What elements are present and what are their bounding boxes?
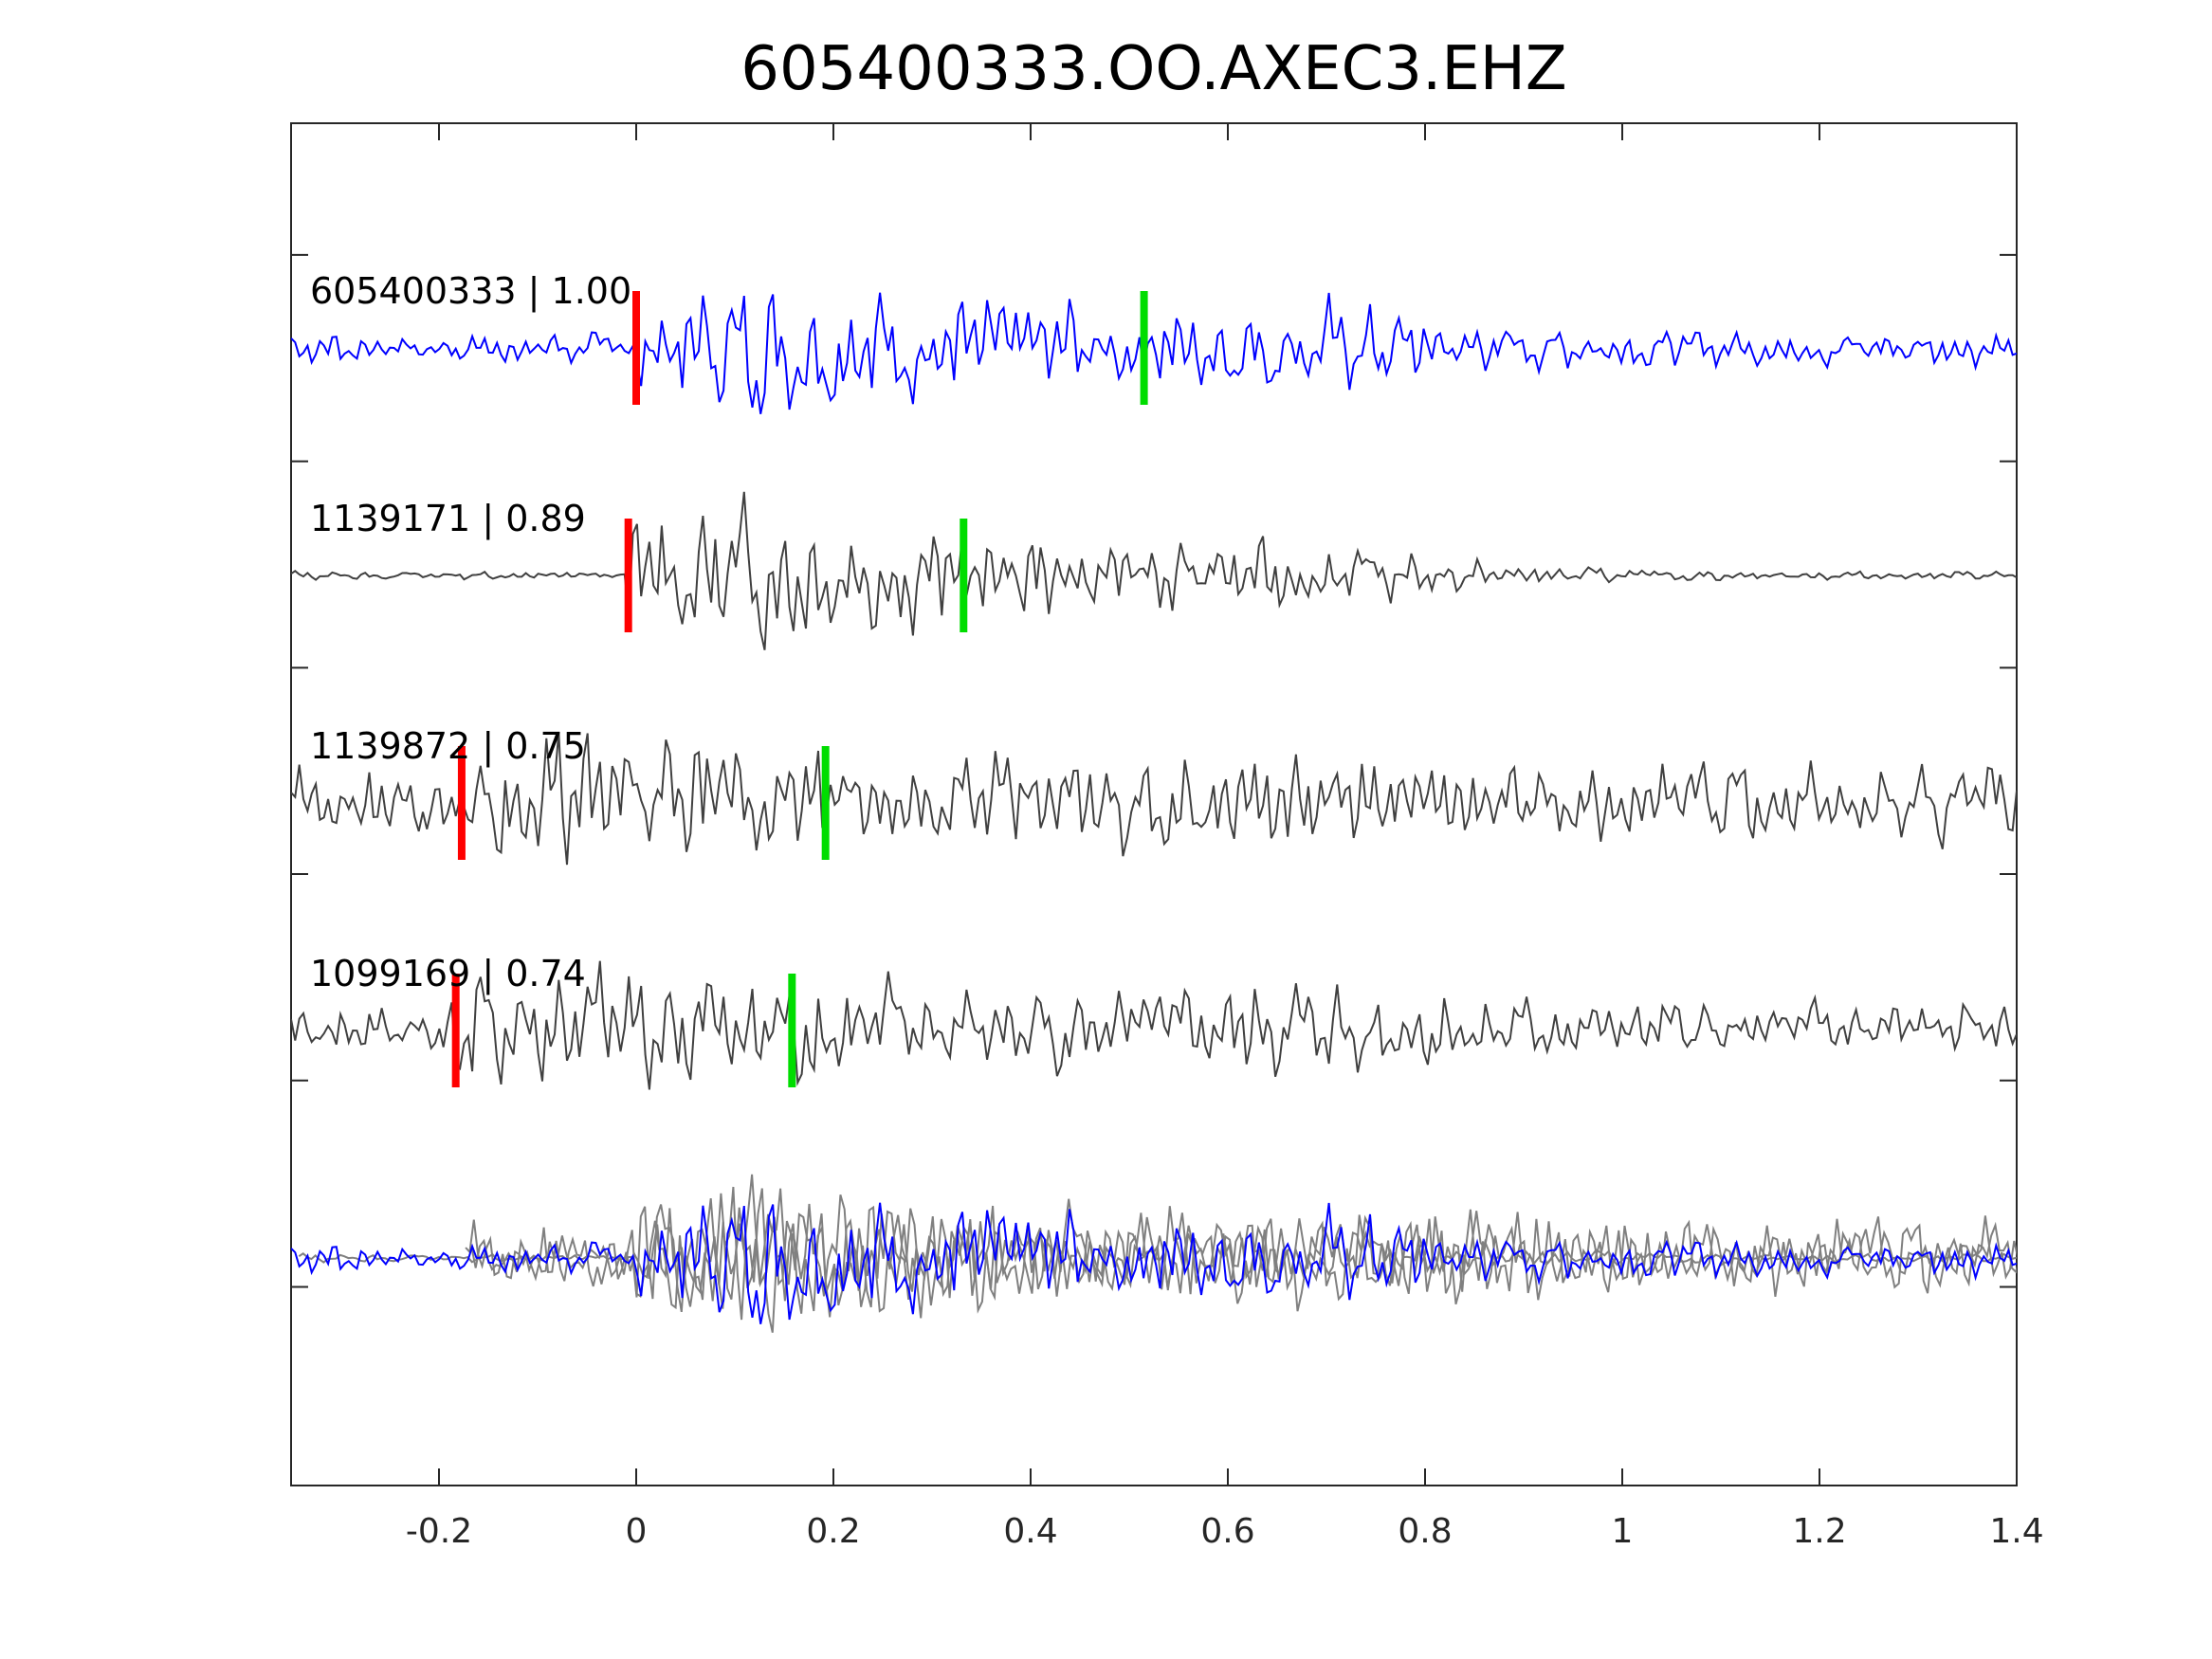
trace-2-label: 1139872 | 0.75	[310, 725, 586, 768]
trace-2-line	[291, 731, 2017, 866]
trace-labels: 605400333 | 1.00 1139171 | 0.89 1139872 | …	[310, 270, 631, 995]
y-axis-ticks	[291, 253, 2017, 1288]
x-tick-label: 1	[1612, 1512, 1634, 1551]
x-axis-tick-labels: -0.2 0 0.2 0.4 0.6 0.8 1 1.2 1.4	[406, 1512, 2044, 1551]
stack-trace-2	[465, 1186, 2017, 1321]
x-tick-label: 0	[626, 1512, 648, 1551]
trace-3-label: 1099169 | 0.74	[310, 953, 586, 995]
stack-trace-3	[470, 1188, 2017, 1318]
trace-1-line	[291, 491, 2017, 650]
trace-3-line	[291, 960, 2017, 1090]
x-tick-label: 0.2	[806, 1512, 860, 1551]
trace-0-label: 605400333 | 1.00	[310, 270, 631, 313]
waveform-traces	[291, 292, 2017, 1333]
trace-0-line	[291, 292, 2017, 414]
x-tick-label: 0.6	[1200, 1512, 1254, 1551]
phase-picks	[451, 291, 1148, 1087]
x-tick-label: 0.8	[1398, 1512, 1452, 1551]
x-tick-label: -0.2	[406, 1512, 472, 1551]
stack-trace-0	[291, 1202, 2017, 1324]
x-tick-label: 0.4	[1003, 1512, 1057, 1551]
x-tick-label: 1.4	[1989, 1512, 2043, 1551]
x-tick-label: 1.2	[1792, 1512, 1846, 1551]
x-axis-ticks	[438, 123, 2018, 1486]
trace-1-label: 1139171 | 0.89	[310, 498, 586, 540]
chart-title: 605400333.OO.AXEC3.EHZ	[740, 34, 1567, 104]
